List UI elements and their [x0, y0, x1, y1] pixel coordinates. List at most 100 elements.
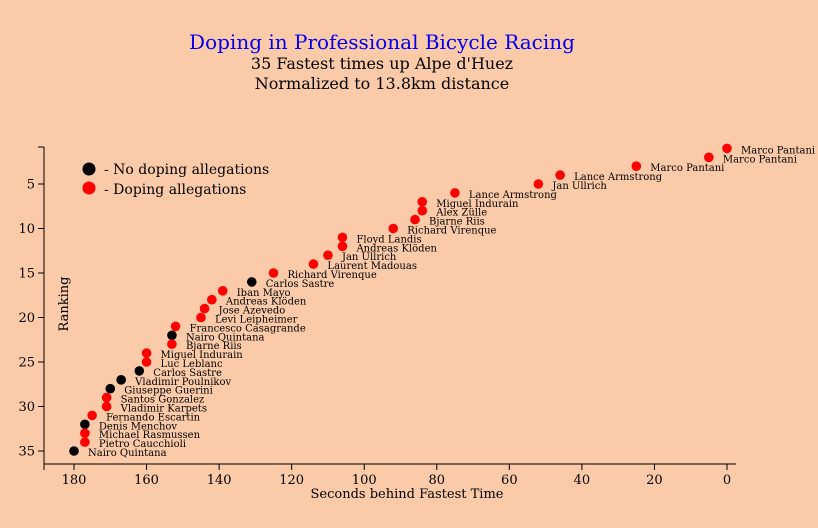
data-point — [196, 312, 206, 323]
point-label: Vladimir Karpets — [120, 404, 207, 415]
data-point — [101, 392, 112, 403]
data-point — [323, 250, 333, 260]
data-point — [268, 268, 279, 278]
point-label: Andreas Klöden — [225, 297, 307, 308]
chart-title: Doping in Professional Bicycle Racing — [189, 30, 575, 54]
data-point — [134, 366, 145, 376]
data-point — [167, 339, 177, 350]
data-point — [167, 330, 177, 341]
point-label: Richard Virenque — [288, 270, 377, 281]
data-point — [80, 437, 90, 447]
y-axis: 5 10 15 20 25 30 35 — [18, 146, 45, 464]
point-label: Jan Ullrich — [341, 252, 397, 263]
chart-subtitle-line-1: 35 Fastest times up Alpe d'Huez — [251, 54, 513, 73]
x-tick-label: 120 — [279, 473, 304, 488]
data-point — [417, 197, 428, 207]
legend-marker-no-doping — [82, 162, 96, 176]
x-tick-label: 80 — [429, 473, 446, 488]
data-point — [217, 286, 228, 296]
legend-marker-doping — [82, 181, 96, 195]
legend-label-no-doping: - No doping allegations — [104, 162, 269, 178]
point-label: Giuseppe Guerini — [124, 386, 213, 397]
data-point — [410, 214, 420, 225]
x-tick-label: 20 — [646, 473, 663, 488]
x-axis: 180 160 140 120 100 80 60 40 20 0 — [43, 463, 736, 488]
point-label: Carlos Sastre — [266, 279, 335, 290]
data-point — [308, 259, 319, 269]
point-label: Marco Pantani — [723, 154, 797, 165]
point-label: Santos Gonzalez — [121, 395, 205, 406]
point-label: Laurent Madouas — [327, 261, 417, 272]
point-label: Nairo Quintana — [186, 332, 265, 343]
data-point — [631, 161, 642, 171]
y-tick-label: 35 — [18, 445, 35, 460]
point-label: Michael Rasmussen — [99, 430, 201, 441]
data-points — [69, 143, 732, 456]
y-tick-label: 15 — [18, 267, 35, 282]
point-label: Levi Leipheimer — [215, 315, 298, 326]
point-label: Bjarne Riis — [429, 217, 485, 228]
data-point — [450, 188, 460, 198]
point-label: Vladimir Poulnikov — [134, 377, 231, 388]
point-label: Miguel Indurain — [436, 199, 519, 210]
data-point — [555, 170, 565, 180]
data-point — [417, 205, 428, 216]
point-label: Denis Menchov — [99, 421, 178, 432]
point-label: Jan Ullrich — [551, 181, 607, 192]
y-tick-label: 5 — [27, 178, 35, 193]
point-label: Fernando Escartin — [106, 412, 201, 423]
data-point — [80, 428, 90, 439]
x-tick-label: 60 — [501, 473, 518, 488]
data-point — [246, 277, 257, 287]
data-point — [141, 357, 152, 367]
x-tick-label: 180 — [62, 473, 87, 488]
x-tick-label: 160 — [134, 473, 159, 488]
point-label: Jose Azevedo — [218, 306, 286, 317]
data-point — [388, 223, 399, 234]
point-label: Bjarne Riis — [186, 341, 242, 352]
data-point — [69, 446, 79, 456]
data-point — [199, 303, 210, 314]
point-label: Andreas Klöden — [355, 243, 437, 254]
x-tick-label: 140 — [207, 473, 232, 488]
point-label: Luc Leblanc — [161, 359, 223, 370]
point-label: Carlos Sastre — [153, 368, 222, 379]
point-label: Floyd Landis — [356, 234, 421, 245]
data-point — [337, 241, 348, 252]
point-label: Lance Armstrong — [469, 190, 558, 201]
point-label: Francesco Casagrande — [190, 323, 306, 334]
point-label: Iban Mayo — [237, 288, 291, 299]
point-label: Lance Armstrong — [574, 172, 663, 183]
data-point — [207, 294, 217, 305]
data-point — [533, 179, 544, 189]
data-point — [101, 401, 112, 412]
data-point — [105, 383, 116, 394]
data-point — [141, 348, 152, 358]
point-label: Alex Zülle — [435, 208, 487, 219]
y-tick-label: 10 — [18, 222, 35, 237]
point-label: Marco Pantani — [741, 145, 815, 156]
y-axis-label: Ranking — [57, 277, 72, 332]
point-label: Nairo Quintana — [88, 448, 167, 459]
y-tick-label: 20 — [18, 311, 35, 326]
data-point — [337, 232, 348, 243]
y-tick-label: 30 — [18, 400, 35, 415]
data-point — [87, 410, 97, 421]
point-label: Miguel Indurain — [161, 350, 244, 361]
data-point — [722, 143, 732, 154]
data-point — [170, 321, 181, 332]
data-point — [116, 375, 126, 385]
data-point — [80, 419, 90, 430]
x-tick-label: 40 — [574, 473, 591, 488]
legend: - No doping allegations - Doping allegat… — [82, 162, 269, 198]
x-axis-label: Seconds behind Fastest Time — [311, 487, 504, 502]
chart-subtitle-line-2: Normalized to 13.8km distance — [255, 74, 509, 93]
x-tick-label: 100 — [352, 473, 377, 488]
point-label: Richard Virenque — [407, 226, 496, 237]
point-label: Marco Pantani — [650, 163, 724, 174]
data-point — [704, 152, 714, 163]
y-tick-label: 25 — [18, 356, 35, 371]
point-label: Pietro Caucchioli — [99, 439, 186, 450]
